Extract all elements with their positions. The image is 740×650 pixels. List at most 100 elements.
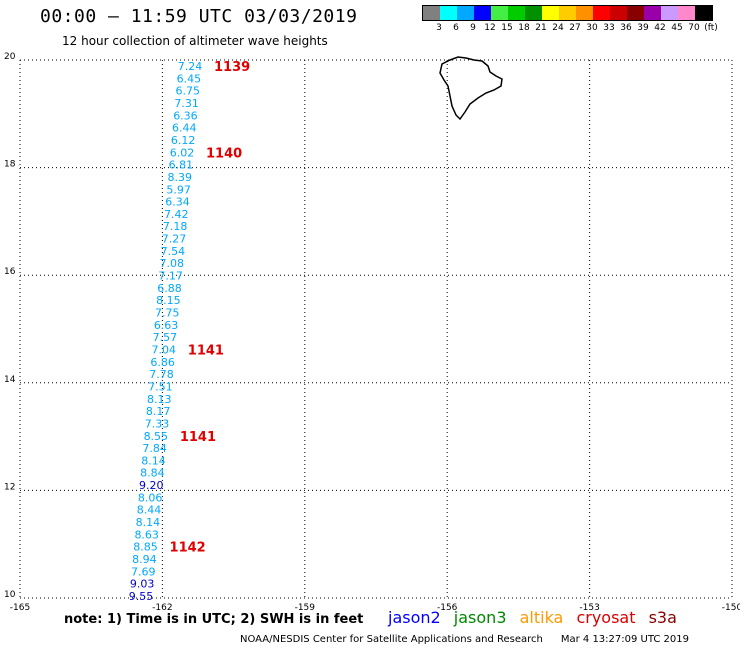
legend-label: 30 xyxy=(586,23,598,33)
wave-height-value: 8.06 xyxy=(138,491,163,504)
pass-number-label: 1139 xyxy=(214,60,250,75)
wave-height-value: 6.81 xyxy=(169,159,194,172)
legend-swatch xyxy=(593,6,610,20)
wave-height-value: 8.14 xyxy=(141,454,166,467)
legend-swatch xyxy=(457,6,474,20)
wave-height-value: 8.55 xyxy=(144,430,169,443)
legend-label: 45 xyxy=(671,23,683,33)
wave-height-value: 6.34 xyxy=(165,196,190,209)
axis-ticks: 20 18 16 14 12 10 -165 -162 -159 -156 -153 -150 xyxy=(4,52,740,613)
legend-swatch xyxy=(576,6,593,20)
legend-label: 70 xyxy=(688,23,700,33)
legend-swatch xyxy=(423,6,440,20)
pass-labels: 1139 1140 1141 1141 1142 xyxy=(170,60,251,556)
legend-labels: 3 6 9 12 15 18 21 24 27 30 33 36 39 42 45 70 (ft) xyxy=(422,21,718,35)
legend-label: 33 xyxy=(603,23,615,33)
wave-height-value: 8.84 xyxy=(140,467,165,480)
wave-height-value: 6.88 xyxy=(157,282,182,295)
wave-height-value: 7.18 xyxy=(163,220,188,233)
wave-height-value: 9.03 xyxy=(130,578,155,591)
latitude-tick-label: 18 xyxy=(4,160,16,170)
wave-height-value: 8.14 xyxy=(136,516,161,529)
wave-height-value: 6.12 xyxy=(171,134,196,147)
legend-color-bar xyxy=(422,5,713,21)
page-title: 00:00 – 11:59 UTC 03/03/2019 xyxy=(40,6,358,27)
wave-height-value: 8.17 xyxy=(146,405,171,418)
longitude-tick-label: -159 xyxy=(295,603,316,613)
latitude-tick-label: 16 xyxy=(4,267,16,277)
wave-height-value: 7.27 xyxy=(162,233,187,246)
wave-height-value: 6.45 xyxy=(177,72,202,85)
wave-height-value: 6.63 xyxy=(154,319,179,332)
legend-label: 36 xyxy=(620,23,632,33)
legend-label: 18 xyxy=(518,23,530,33)
longitude-tick-label: -165 xyxy=(10,603,30,613)
longitude-tick-label: -162 xyxy=(152,603,172,613)
satellite-cryosat: cryosat xyxy=(576,608,636,627)
wave-height-value: 8.44 xyxy=(137,504,162,517)
satellite-jason3: jason3 xyxy=(453,608,507,627)
observation-track: 7.246.456.757.316.366.446.126.026.818.39… xyxy=(129,60,203,603)
legend-swatch xyxy=(644,6,661,20)
wave-height-value: 7.69 xyxy=(131,565,156,578)
longitude-tick-label: -153 xyxy=(579,603,599,613)
satellite-altika: altika xyxy=(519,608,564,627)
wave-height-value: 8.85 xyxy=(133,541,158,554)
wave-height-value: 8.94 xyxy=(132,553,157,566)
wave-height-value: 8.15 xyxy=(156,294,181,307)
legend-label: 15 xyxy=(501,23,513,33)
satellite-jason2: jason2 xyxy=(388,608,441,627)
wave-height-value: 8.13 xyxy=(147,393,172,406)
wave-height-value: 8.39 xyxy=(167,171,192,184)
legend-label: 27 xyxy=(569,23,581,33)
legend-label: 24 xyxy=(552,23,564,33)
legend-label: 39 xyxy=(637,23,649,33)
legend-swatch xyxy=(474,6,491,20)
legend-swatch xyxy=(695,6,712,20)
pass-number-label: 1142 xyxy=(170,541,206,556)
latitude-tick-label: 12 xyxy=(4,482,15,492)
wave-height-value: 7.08 xyxy=(160,257,185,270)
latitude-tick-label: 10 xyxy=(4,590,16,600)
wave-height-value: 7.24 xyxy=(178,60,203,73)
wave-height-value: 7.54 xyxy=(161,245,186,258)
wave-height-value: 6.44 xyxy=(172,122,197,135)
wave-height-value: 6.75 xyxy=(175,85,200,98)
wave-height-value: 6.02 xyxy=(170,146,195,159)
legend-label: (ft) xyxy=(704,23,718,33)
hawaii-island-outline xyxy=(439,56,503,121)
legend-label: 12 xyxy=(484,23,496,33)
legend-label: 42 xyxy=(654,23,666,33)
latitude-tick-label: 14 xyxy=(4,375,16,385)
wave-height-value: 7.75 xyxy=(155,307,180,320)
legend-swatch xyxy=(627,6,644,20)
legend-swatch xyxy=(542,6,559,20)
wave-height-value: 6.86 xyxy=(150,356,175,369)
legend-swatch xyxy=(440,6,457,20)
pass-number-label: 1141 xyxy=(188,343,224,358)
wave-height-value: 9.55 xyxy=(129,590,154,603)
satellite-s3a: s3a xyxy=(648,608,677,627)
wave-height-value: 7.84 xyxy=(142,442,167,455)
pass-number-label: 1141 xyxy=(180,430,216,445)
legend-swatch xyxy=(508,6,525,20)
credit-line: NOAA/NESDIS Center for Satellite Applica… xyxy=(240,634,689,645)
latitude-tick-label: 20 xyxy=(4,52,16,62)
wave-height-value: 7.17 xyxy=(158,270,183,283)
page-subtitle: 12 hour collection of altimeter wave hei… xyxy=(62,34,328,48)
generated-timestamp: Mar 4 13:27:09 UTC 2019 xyxy=(560,634,689,645)
longitude-tick-label: -150 xyxy=(722,603,740,613)
wave-height-value: 7.57 xyxy=(153,331,178,344)
wave-height-value: 7.78 xyxy=(149,368,174,381)
legend-swatch xyxy=(559,6,576,20)
legend-swatch xyxy=(610,6,627,20)
legend-swatch xyxy=(491,6,508,20)
legend-label: 9 xyxy=(470,23,476,33)
wave-height-value: 5.97 xyxy=(166,183,191,196)
legend-swatch xyxy=(525,6,542,20)
wave-height-value: 6.36 xyxy=(173,109,198,122)
legend-label: 6 xyxy=(453,23,459,33)
color-scale-legend: 3 6 9 12 15 18 21 24 27 30 33 36 39 42 45 70 (ft) xyxy=(422,5,718,35)
credit-text: NOAA/NESDIS Center for Satellite Applica… xyxy=(240,634,543,645)
